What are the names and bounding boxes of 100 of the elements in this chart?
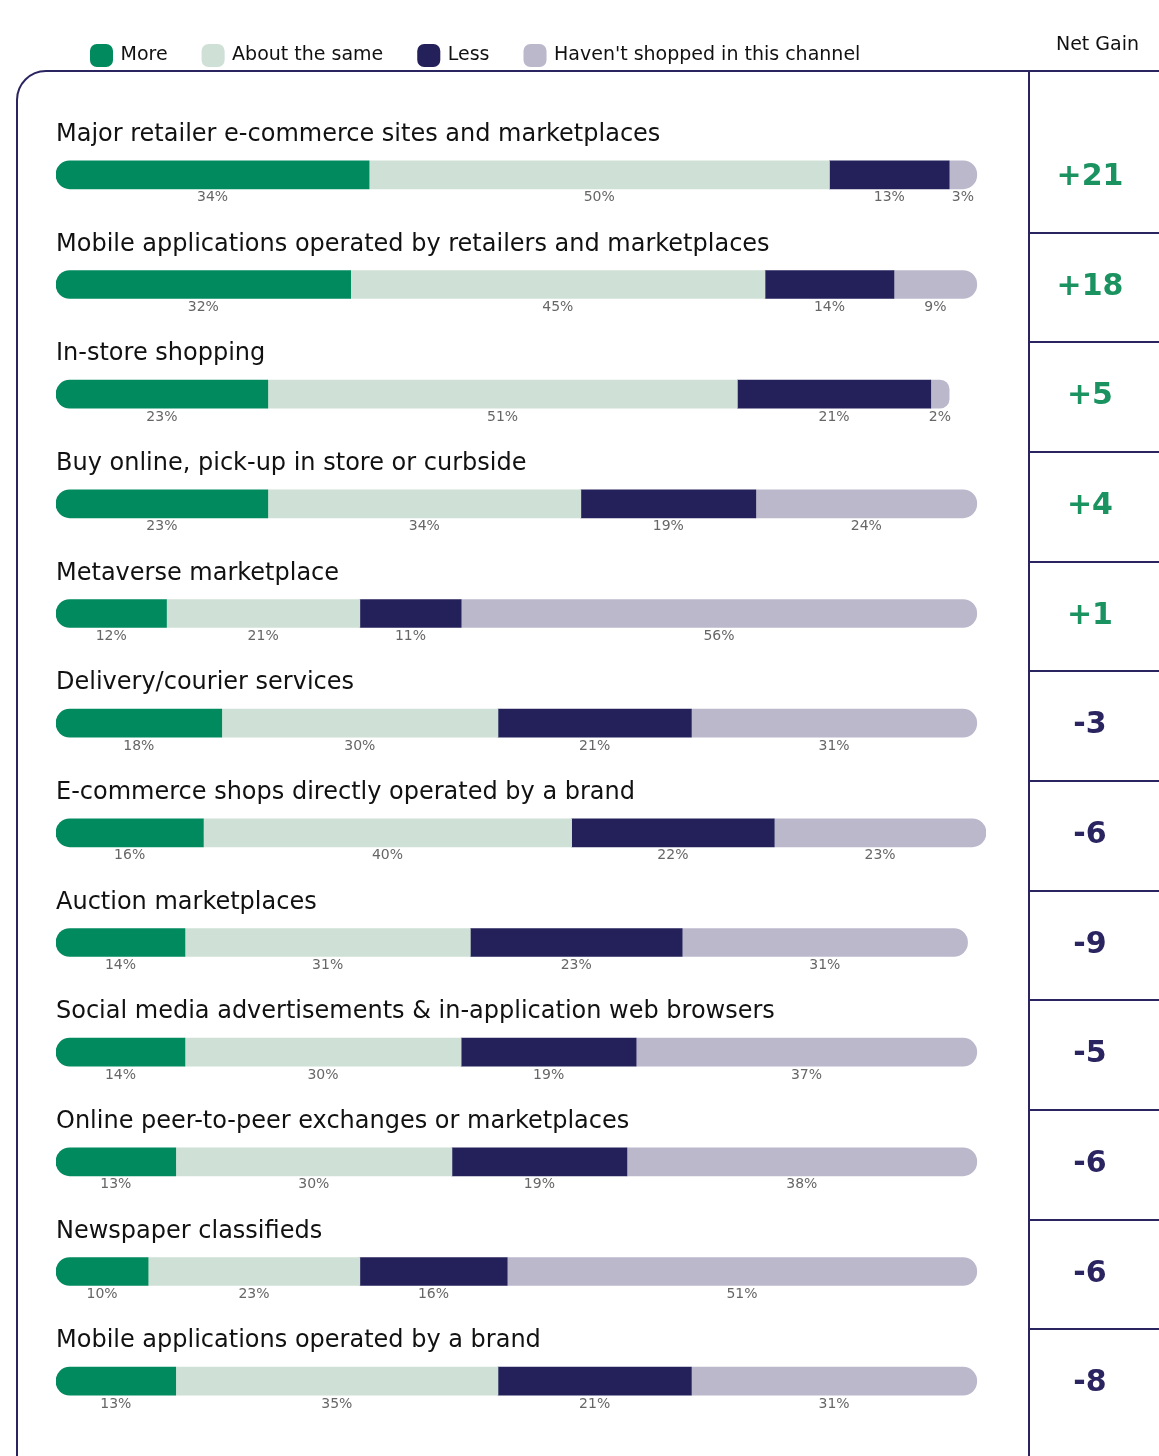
text: -8: [1072, 1363, 1108, 1399]
bar: [497, 1366, 692, 1396]
bar: [56, 1366, 177, 1396]
bar: [267, 379, 738, 409]
bar: [166, 599, 361, 628]
bar: [773, 818, 986, 848]
data-label: 13%: [100, 1175, 132, 1192]
y-tick-label: Mobile applications operated by retailers and marketplaces: [56, 228, 770, 257]
data-label: 21%: [579, 1394, 611, 1411]
bar: [580, 489, 757, 519]
y-tick-label: Auction marketplaces: [56, 886, 317, 915]
data-label: 35%: [321, 1394, 353, 1411]
bar: [755, 489, 978, 519]
data-label: 13%: [873, 188, 905, 205]
data-label: 51%: [487, 407, 519, 424]
y-tick-label: Newspaper classifieds: [56, 1215, 323, 1244]
bar: [175, 1366, 499, 1396]
bar: [359, 599, 462, 628]
text: -9: [1072, 924, 1108, 960]
bar: [56, 1257, 149, 1286]
data-label: 21%: [579, 736, 611, 753]
bar: [56, 708, 223, 738]
data-label: 19%: [523, 1175, 555, 1192]
y-tick-label: In-store shopping: [56, 338, 266, 367]
y-tick-label: E-commerce shops directly operated by a brand: [56, 777, 635, 806]
bar: [359, 1257, 508, 1286]
text: -6: [1072, 814, 1108, 850]
bar: [184, 1037, 462, 1067]
data-label: 10%: [86, 1285, 118, 1302]
data-label: 37%: [790, 1065, 823, 1082]
y-tick-label: Delivery/courier services: [56, 667, 355, 696]
data-label: 32%: [187, 298, 219, 315]
text: +21: [1055, 156, 1125, 192]
data-label: 13%: [100, 1394, 132, 1411]
text: -5: [1072, 1034, 1108, 1070]
bar: [56, 379, 269, 409]
data-label: 45%: [542, 298, 574, 315]
text: +18: [1055, 266, 1125, 302]
bar: [175, 1147, 453, 1177]
data-label: 22%: [657, 846, 689, 863]
data-label: 16%: [417, 1285, 450, 1302]
bar: [626, 1147, 978, 1177]
bar: [267, 489, 582, 519]
data-label: 9%: [924, 298, 947, 315]
bar: [460, 1037, 637, 1067]
y-tick-label: Metaverse marketplace: [56, 557, 340, 586]
bar: [56, 270, 351, 299]
data-label: 31%: [809, 956, 841, 973]
bar: [184, 928, 471, 957]
data-label: 14%: [104, 1065, 137, 1082]
bar: [497, 708, 692, 738]
bar: [56, 1147, 177, 1177]
data-label: 16%: [114, 846, 146, 863]
bar: [451, 1147, 628, 1177]
data-label: 34%: [196, 188, 229, 205]
data-label: 11%: [394, 627, 427, 644]
y-tick-label: Buy online, pick-up in store or curbside: [56, 448, 527, 477]
legend-label: About the same: [232, 42, 384, 65]
data-label: 14%: [813, 298, 846, 315]
bar: [506, 1257, 978, 1286]
y-tick-label: Mobile applications operated by a brand: [56, 1325, 541, 1354]
bar: [737, 379, 932, 409]
data-label: 24%: [850, 517, 882, 534]
y-tick-label: Online peer-to-peer exchanges or marketplaces: [56, 1106, 630, 1135]
data-label: 21%: [247, 627, 279, 644]
bar: [203, 818, 572, 848]
legend-label: Haven't shopped in this channel: [554, 42, 861, 65]
data-label: 51%: [726, 1285, 758, 1302]
data-label: 23%: [238, 1285, 270, 1302]
text: -6: [1072, 1253, 1108, 1289]
bar: [56, 1037, 186, 1067]
data-label: 30%: [307, 1065, 339, 1082]
text: +4: [1066, 485, 1114, 521]
bar: [56, 160, 370, 190]
text: Net Gain: [1054, 32, 1141, 54]
data-label: 38%: [786, 1175, 818, 1192]
y-tick-label: Social media advertisements & in-application web browsers: [56, 996, 775, 1025]
data-label: 21%: [818, 407, 850, 424]
bar: [460, 599, 978, 628]
data-label: 56%: [703, 627, 735, 644]
bar: [470, 928, 683, 957]
bar: [691, 708, 978, 738]
y-tick-label: Major retailer e-commerce sites and marketplaces: [56, 119, 661, 148]
data-label: 31%: [312, 956, 344, 973]
bar: [893, 270, 978, 299]
data-label: 50%: [583, 188, 615, 205]
bar: [681, 928, 968, 957]
data-label: 23%: [146, 517, 178, 534]
data-label: 23%: [146, 407, 178, 424]
legend-label: More: [120, 42, 168, 65]
data-label: 31%: [818, 1394, 850, 1411]
bar: [368, 160, 830, 190]
bar: [571, 818, 775, 848]
bar: [829, 160, 950, 190]
bar: [221, 708, 499, 738]
data-label: 19%: [533, 1065, 565, 1082]
text: +1: [1066, 595, 1114, 631]
data-label: 18%: [123, 736, 155, 753]
data-label: 19%: [652, 517, 684, 534]
bar: [56, 818, 204, 848]
